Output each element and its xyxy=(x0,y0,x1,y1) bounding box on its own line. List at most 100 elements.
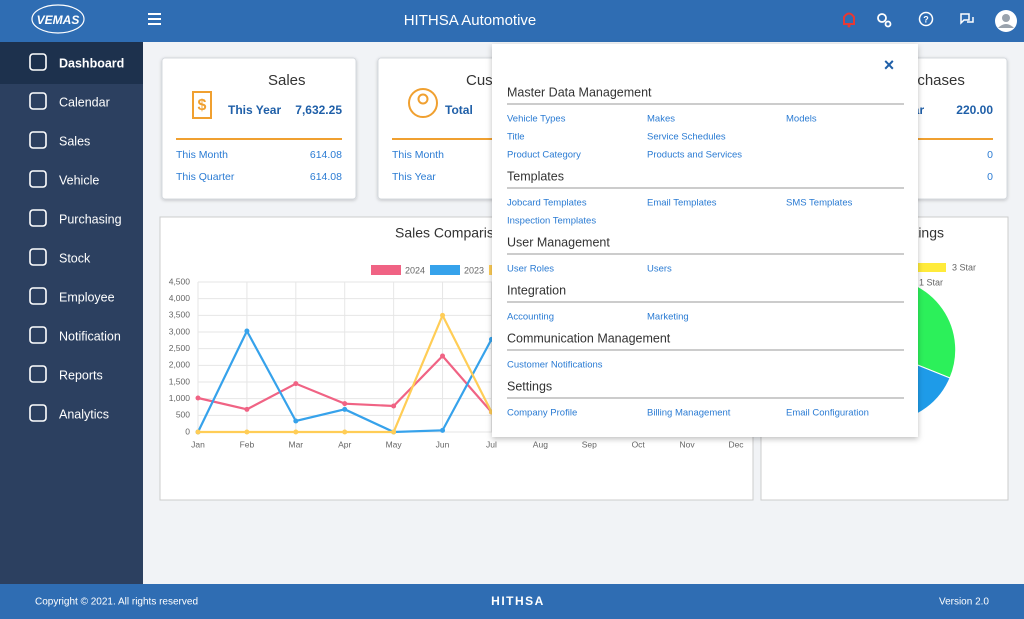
menu-link[interactable]: Email Configuration xyxy=(786,408,869,419)
menu-link[interactable]: Inspection Templates xyxy=(507,216,596,227)
sidebar-label: Stock xyxy=(59,251,91,265)
dropdown-panel xyxy=(492,44,918,437)
menu-link[interactable]: Jobcard Templates xyxy=(507,198,587,209)
section-heading: Settings xyxy=(507,379,552,393)
x-tick-label: Feb xyxy=(240,439,255,449)
x-tick-label: Jul xyxy=(486,439,497,449)
legend-swatch xyxy=(918,263,946,272)
menu-link[interactable]: User Roles xyxy=(507,264,554,275)
sidebar-label: Vehicle xyxy=(59,173,99,187)
data-point xyxy=(342,401,348,407)
notification-icon[interactable] xyxy=(843,12,855,28)
sidebar-label: Reports xyxy=(59,368,103,382)
card-row-label: This Month xyxy=(392,149,444,161)
x-tick-label: Dec xyxy=(728,439,744,449)
chat-icon[interactable] xyxy=(960,13,974,25)
menu-link[interactable]: Billing Management xyxy=(647,408,731,419)
x-tick-label: Nov xyxy=(680,439,696,449)
sidebar-icon xyxy=(29,287,47,305)
logo-text: VEMAS xyxy=(37,13,80,27)
close-button[interactable]: × xyxy=(884,55,895,75)
menu-link[interactable]: Products and Services xyxy=(647,150,742,161)
menu-link[interactable]: Makes xyxy=(647,114,675,125)
sidebar-item[interactable]: Sales xyxy=(29,131,90,149)
y-tick-label: 1,500 xyxy=(169,376,191,386)
y-tick-label: 4,000 xyxy=(169,293,191,303)
sidebar-item[interactable]: Calendar xyxy=(29,92,110,110)
menu-link[interactable]: Vehicle Types xyxy=(507,114,566,125)
sidebar-icon xyxy=(29,209,47,227)
data-point xyxy=(391,403,397,409)
legend-swatch xyxy=(430,265,460,275)
legend-label: 3 Star xyxy=(952,262,976,272)
user-avatar[interactable] xyxy=(995,10,1017,32)
chart-title: Sales Comparison xyxy=(395,225,509,241)
sidebar-label: Calendar xyxy=(59,95,110,109)
sidebar-icon xyxy=(29,92,47,110)
menu-link[interactable]: Email Templates xyxy=(647,198,717,209)
logo: VEMAS xyxy=(31,4,85,34)
sidebar-item[interactable]: Analytics xyxy=(29,404,109,422)
data-point xyxy=(440,353,446,359)
data-point xyxy=(195,429,201,435)
x-tick-label: Jan xyxy=(191,439,205,449)
menu-link[interactable]: Marketing xyxy=(647,312,689,323)
x-tick-label: Oct xyxy=(632,439,646,449)
menu-link[interactable]: Models xyxy=(786,114,817,125)
menu-link[interactable]: SMS Templates xyxy=(786,198,853,209)
card-main-label: Total xyxy=(445,103,473,117)
section-heading: Communication Management xyxy=(507,331,671,345)
menu-link[interactable]: Accounting xyxy=(507,312,554,323)
card-title: Sales xyxy=(268,72,306,89)
card-main-value: 220.00 xyxy=(956,103,993,117)
sidebar-item[interactable]: Vehicle xyxy=(29,170,99,188)
menu-link[interactable]: Customer Notifications xyxy=(507,360,603,371)
data-point xyxy=(195,395,201,401)
y-tick-label: 2,000 xyxy=(169,360,191,370)
sidebar-label: Notification xyxy=(59,329,121,343)
settings-icon[interactable] xyxy=(877,13,892,28)
menu-toggle[interactable] xyxy=(148,13,161,25)
sidebar-item[interactable]: Stock xyxy=(29,248,91,266)
card-row-value: 0 xyxy=(987,149,993,161)
help-icon[interactable]: ? xyxy=(918,11,934,27)
sidebar-item[interactable]: Reports xyxy=(29,365,103,383)
menu-link[interactable]: Service Schedules xyxy=(647,132,726,143)
section-heading: Integration xyxy=(507,283,566,297)
data-point xyxy=(342,429,348,435)
data-point xyxy=(293,429,299,435)
sidebar-item[interactable]: Purchasing xyxy=(29,209,122,227)
sidebar-icon xyxy=(29,248,47,266)
y-tick-label: 4,500 xyxy=(169,276,191,286)
legend-swatch xyxy=(371,265,401,275)
sidebar-label: Purchasing xyxy=(59,212,122,226)
card-main-value: 7,632.25 xyxy=(295,103,342,117)
legend-label: 1 Star xyxy=(919,277,943,287)
menu-link[interactable]: Users xyxy=(647,264,672,275)
card-row-label: This Quarter xyxy=(176,171,235,183)
sidebar-item[interactable]: Notification xyxy=(29,326,121,344)
menu-link[interactable]: Title xyxy=(507,132,525,143)
sidebar-icon xyxy=(29,53,47,71)
card-row-value: 0 xyxy=(987,171,993,183)
menu-link[interactable]: Company Profile xyxy=(507,408,577,419)
sidebar-menu: Dashboard Calendar Sales Vehicle Purchasing S… xyxy=(29,53,124,422)
sidebar-label: Sales xyxy=(59,134,90,148)
menu-link[interactable]: Product Category xyxy=(507,150,581,161)
app-title: HITHSA Automotive xyxy=(404,12,537,29)
legend-label: 2023 xyxy=(464,265,484,275)
sidebar-item[interactable]: Employee xyxy=(29,287,115,305)
card-row-value: 614.08 xyxy=(310,149,342,161)
sidebar-active xyxy=(0,42,143,84)
card-icon-head xyxy=(417,93,429,105)
copyright: Copyright © 2021. All rights reserved xyxy=(35,597,198,608)
x-tick-label: May xyxy=(386,439,403,449)
section-heading: Templates xyxy=(507,169,564,183)
sidebar-item[interactable]: Dashboard xyxy=(29,53,124,71)
card-icon-symbol: $ xyxy=(198,97,207,114)
card-main-label: This Year xyxy=(228,103,281,117)
x-tick-label: Apr xyxy=(338,439,351,449)
y-tick-label: 3,000 xyxy=(169,326,191,336)
section-heading: User Management xyxy=(507,235,610,249)
